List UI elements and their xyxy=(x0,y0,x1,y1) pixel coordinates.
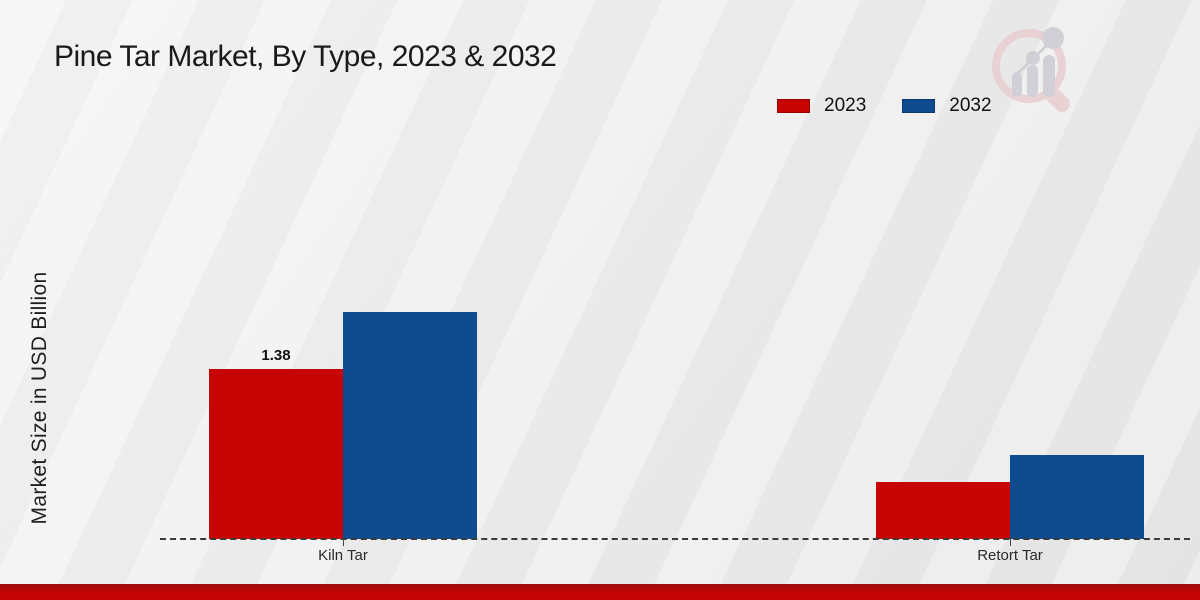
bottom-accent-bar xyxy=(0,584,1200,600)
bar-kiln-tar-2032 xyxy=(343,312,477,539)
plot-area: 1.38 xyxy=(209,312,1144,539)
bar-value-label: 1.38 xyxy=(261,347,291,364)
legend-item-2023: 2023 xyxy=(777,95,866,117)
x-axis-baseline xyxy=(160,538,1190,540)
legend-swatch-2032 xyxy=(902,99,936,113)
legend-item-2032: 2032 xyxy=(902,95,992,117)
logo-watermark-icon xyxy=(992,27,1070,112)
x-category-label-kiln-tar: Kiln Tar xyxy=(318,547,368,564)
legend-label-2032: 2032 xyxy=(949,95,992,116)
chart-title: Pine Tar Market, By Type, 2023 & 2032 xyxy=(54,40,557,73)
legend: 2023 2032 xyxy=(777,95,992,117)
bar-retort-tar-2023 xyxy=(876,482,1010,539)
legend-label-2023: 2023 xyxy=(824,95,867,116)
x-category-label-retort-tar: Retort Tar xyxy=(977,547,1043,564)
bar-kiln-tar-2023 xyxy=(209,369,343,539)
legend-swatch-2023 xyxy=(777,99,810,113)
x-tick-retort-tar xyxy=(1010,539,1011,546)
bar-retort-tar-2032 xyxy=(1010,455,1144,539)
x-tick-kiln-tar xyxy=(343,539,344,546)
